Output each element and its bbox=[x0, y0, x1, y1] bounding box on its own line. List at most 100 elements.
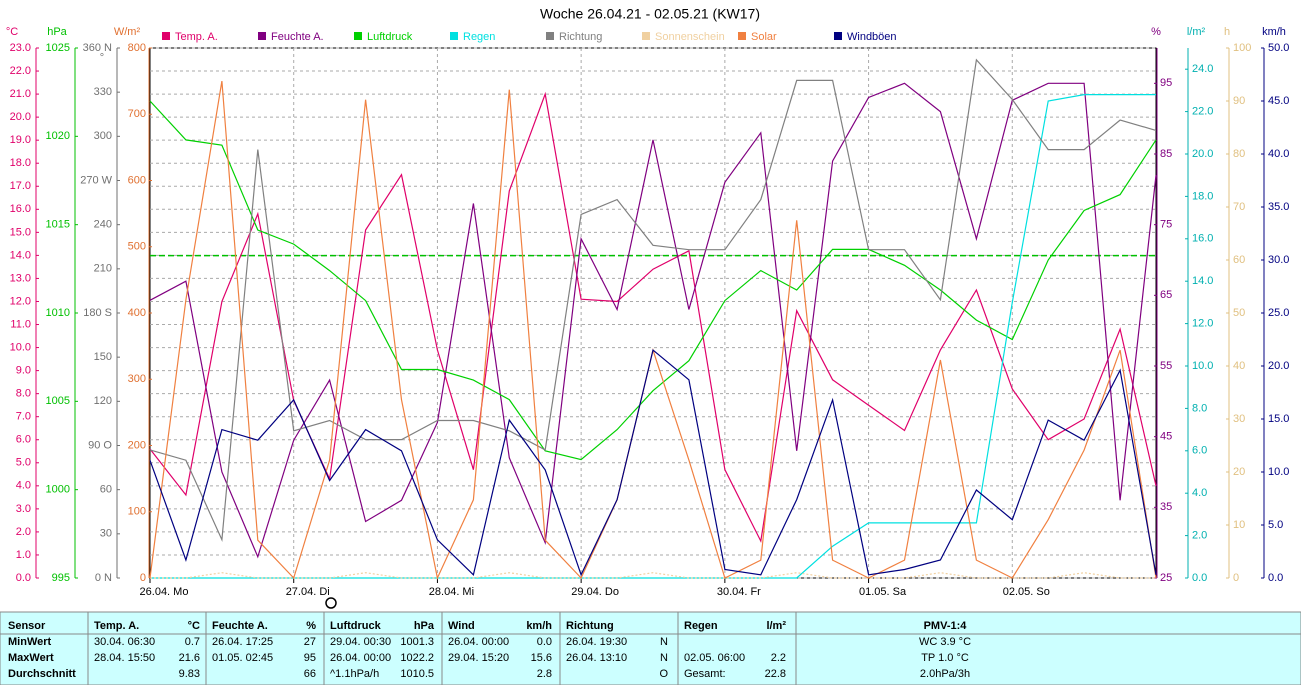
cell-label: Gesamt: bbox=[684, 668, 726, 680]
legend-swatch bbox=[354, 32, 362, 40]
y-tick-label: 40 bbox=[1233, 360, 1245, 372]
y-tick-label: 80 bbox=[1233, 148, 1245, 160]
y-tick-label: 20 bbox=[1233, 466, 1245, 478]
grid bbox=[150, 47, 1156, 579]
y-tick-label: 25.0 bbox=[1268, 307, 1289, 319]
y-tick-label: 1000 bbox=[46, 484, 70, 496]
y-tick-label: 13.0 bbox=[10, 272, 31, 284]
x-tick-label: 28.04. Mi bbox=[429, 586, 474, 598]
y-tick-label: 2.0 bbox=[16, 526, 31, 538]
y-tick-label: 100 bbox=[128, 506, 146, 518]
y-tick-label: 120 bbox=[94, 395, 112, 407]
y-tick-label: 23.0 bbox=[10, 42, 31, 54]
axis-title: hPa bbox=[47, 26, 67, 38]
y-tick-label: 16.0 bbox=[10, 203, 31, 215]
y-tick-label: 1010 bbox=[46, 307, 70, 319]
axis-title: W/m² bbox=[114, 26, 141, 38]
y-tick-label: 0.0 bbox=[1192, 572, 1207, 584]
y-tick-label: 45 bbox=[1160, 431, 1172, 443]
y-tick-label: 800 bbox=[128, 42, 146, 54]
y-tick-label: 16.0 bbox=[1192, 233, 1213, 245]
y-tick-label: 500 bbox=[128, 241, 146, 253]
y-tick-label: 400 bbox=[128, 307, 146, 319]
cell-label: 02.05. 06:00 bbox=[684, 652, 745, 664]
x-tick-label: 26.04. Mo bbox=[140, 586, 189, 598]
axis-title: l/m² bbox=[1187, 26, 1206, 38]
column-title: PMV-1:4 bbox=[924, 620, 968, 632]
cell-value: 2.2 bbox=[771, 652, 786, 664]
chart-title: Woche 26.04.21 - 02.05.21 (KW17) bbox=[540, 6, 760, 22]
row-label: MaxWert bbox=[8, 652, 54, 664]
legend-swatch bbox=[834, 32, 842, 40]
y-tick-label: 200 bbox=[128, 439, 146, 451]
y-tick-label: 20.0 bbox=[1192, 148, 1213, 160]
cell-value: TP 1.0 °C bbox=[921, 652, 969, 664]
column-title: Temp. A. bbox=[94, 620, 139, 632]
y-tick-label: 2.0 bbox=[1192, 530, 1207, 542]
y-tick-label: 22.0 bbox=[10, 65, 31, 77]
cell-value: 15.6 bbox=[531, 652, 552, 664]
axis-title: ° bbox=[100, 52, 104, 64]
y-tick-label: 60 bbox=[1233, 254, 1245, 266]
column-title: Regen bbox=[684, 620, 718, 632]
axis-title: km/h bbox=[1262, 26, 1286, 38]
row-label: MinWert bbox=[8, 636, 52, 648]
y-tick-label: 14.0 bbox=[1192, 275, 1213, 287]
cell-label: 26.04. 17:25 bbox=[212, 636, 273, 648]
x-tick-label: 27.04. Di bbox=[286, 586, 330, 598]
y-tick-label: 50 bbox=[1233, 307, 1245, 319]
cursor-marker bbox=[325, 597, 337, 609]
y-tick-label: 300 bbox=[94, 130, 112, 142]
legend-label: Sonnenschein bbox=[655, 31, 725, 43]
cell-value: 2.8 bbox=[537, 668, 552, 680]
cell-value: 22.8 bbox=[765, 668, 786, 680]
x-tick-label: 30.04. Fr bbox=[717, 586, 761, 598]
cell-value: N bbox=[660, 652, 668, 664]
y-tick-label: 12.0 bbox=[1192, 318, 1213, 330]
cell-value: 21.6 bbox=[179, 652, 200, 664]
y-tick-label: 100 bbox=[1233, 42, 1251, 54]
column-title: Luftdruck bbox=[330, 620, 382, 632]
axis-title: % bbox=[1151, 26, 1161, 38]
y-tick-label: 14.0 bbox=[10, 249, 31, 261]
y-tick-label: 75 bbox=[1160, 219, 1172, 231]
y-tick-label: 25 bbox=[1160, 572, 1172, 584]
axis-title: h bbox=[1224, 26, 1230, 38]
cell-value: 95 bbox=[304, 652, 316, 664]
cell-value: 0.7 bbox=[185, 636, 200, 648]
y-tick-label: 3.0 bbox=[16, 503, 31, 515]
series-line bbox=[149, 349, 1157, 577]
y-tick-label: 180 S bbox=[83, 307, 112, 319]
series-line bbox=[149, 58, 1157, 543]
series-line bbox=[149, 100, 1157, 461]
y-tick-label: 1015 bbox=[46, 219, 70, 231]
y-tick-label: 330 bbox=[94, 86, 112, 98]
cell-value: O bbox=[659, 668, 668, 680]
y-tick-label: 8.0 bbox=[16, 388, 31, 400]
series-line bbox=[150, 572, 1156, 579]
column-unit: % bbox=[306, 620, 316, 632]
y-tick-label: 10 bbox=[1233, 519, 1245, 531]
y-tick-label: 6.0 bbox=[1192, 445, 1207, 457]
cell-value: 27 bbox=[304, 636, 316, 648]
y-tick-label: 17.0 bbox=[10, 180, 31, 192]
column-title: Feuchte A. bbox=[212, 620, 268, 632]
y-tick-label: 0.0 bbox=[16, 572, 31, 584]
y-tick-label: 35.0 bbox=[1268, 201, 1289, 213]
legend-label: Richtung bbox=[559, 31, 602, 43]
legend-label: Regen bbox=[463, 31, 495, 43]
y-tick-label: 45.0 bbox=[1268, 95, 1289, 107]
y-tick-label: 210 bbox=[94, 263, 112, 275]
cell-value: 1010.5 bbox=[400, 668, 434, 680]
row-label: Durchschnitt bbox=[8, 668, 76, 680]
cell-value: 1022.2 bbox=[400, 652, 434, 664]
y-tick-label: 95 bbox=[1160, 77, 1172, 89]
y-tick-label: 8.0 bbox=[1192, 402, 1207, 414]
y-tick-label: 65 bbox=[1160, 289, 1172, 301]
y-tick-label: 21.0 bbox=[10, 88, 31, 100]
y-tick-label: 1025 bbox=[46, 42, 70, 54]
cell-label: 29.04. 00:30 bbox=[330, 636, 391, 648]
stats-table bbox=[0, 611, 1301, 685]
y-tick-label: 85 bbox=[1160, 148, 1172, 160]
